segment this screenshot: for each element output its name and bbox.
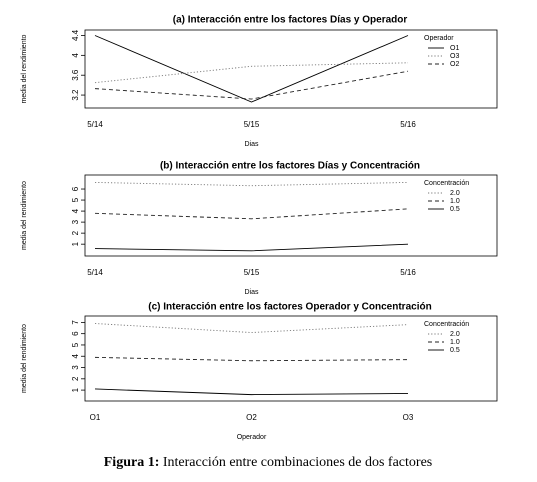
chart-title: (b) Interacción entre los factores Días …: [160, 161, 420, 172]
y-tick-label: 5: [71, 197, 80, 202]
x-tick-label: 5/14: [87, 120, 103, 129]
x-tick-label: O2: [246, 413, 257, 422]
legend-label: O3: [450, 53, 459, 60]
legend-label: O2: [450, 61, 459, 68]
legend-label: 0.5: [450, 347, 460, 354]
x-axis-label: Operador: [237, 434, 267, 441]
y-tick-label: 4: [71, 53, 80, 58]
y-tick-label: 4: [71, 353, 80, 358]
y-tick-label: 2: [71, 376, 80, 381]
series-line: [94, 62, 409, 84]
y-tick-label: 2: [71, 230, 80, 235]
y-axis-label: media del rendimiento: [21, 181, 28, 250]
y-tick-label: 5: [71, 342, 80, 347]
legend-title: Concentración: [424, 321, 469, 328]
plot-box: [84, 29, 498, 109]
chart-title: (c) Interacción entre los factores Opera…: [148, 302, 431, 313]
y-tick-label: 3.6: [71, 69, 80, 81]
x-tick-label: 5/15: [244, 120, 260, 129]
x-axis-label: Dias: [244, 289, 259, 296]
y-tick-label: 4: [71, 208, 80, 213]
legend-label: 1.0: [450, 339, 460, 346]
x-tick-label: O3: [403, 413, 414, 422]
legend-label: 2.0: [450, 190, 460, 197]
y-tick-label: 4.4: [71, 29, 80, 41]
y-tick-label: 1: [71, 241, 80, 246]
series-line: [94, 356, 409, 362]
legend-title: Concentración: [424, 180, 469, 187]
legend-label: 1.0: [450, 198, 460, 205]
y-tick-label: 3.2: [71, 89, 80, 101]
y-tick-label: 7: [71, 320, 80, 325]
legend-label: O1: [450, 45, 459, 52]
x-tick-label: O1: [90, 413, 101, 422]
series-line: [94, 181, 409, 187]
series-line: [94, 35, 409, 103]
y-tick-label: 3: [71, 365, 80, 370]
series-line: [94, 243, 409, 252]
plot-box: [84, 174, 498, 257]
y-axis-label: media del rendimiento: [21, 34, 28, 103]
y-tick-label: 6: [71, 186, 80, 191]
caption-label: Figura 1:: [104, 455, 160, 470]
y-tick-label: 3: [71, 219, 80, 224]
x-axis-label: Dias: [244, 141, 259, 148]
chart-title: (a) Interacción entre los factores Días …: [173, 15, 408, 26]
y-axis-label: media del rendimiento: [21, 324, 28, 393]
legend-title: Operador: [424, 35, 454, 42]
caption: Figura 1: Interacción entre combinacione…: [104, 455, 433, 470]
plot-box: [84, 315, 498, 402]
series-line: [94, 70, 409, 100]
series-line: [94, 323, 409, 333]
legend-label: 0.5: [450, 206, 460, 213]
x-tick-label: 5/15: [244, 268, 260, 277]
y-tick-label: 6: [71, 331, 80, 336]
caption-text: Interacción entre combinaciones de dos f…: [163, 455, 432, 470]
y-tick-label: 1: [71, 387, 80, 392]
x-tick-label: 5/14: [87, 268, 103, 277]
x-tick-label: 5/16: [400, 120, 416, 129]
series-line: [94, 208, 409, 220]
x-tick-label: 5/16: [400, 268, 416, 277]
legend-label: 2.0: [450, 331, 460, 338]
series-line: [94, 388, 409, 396]
